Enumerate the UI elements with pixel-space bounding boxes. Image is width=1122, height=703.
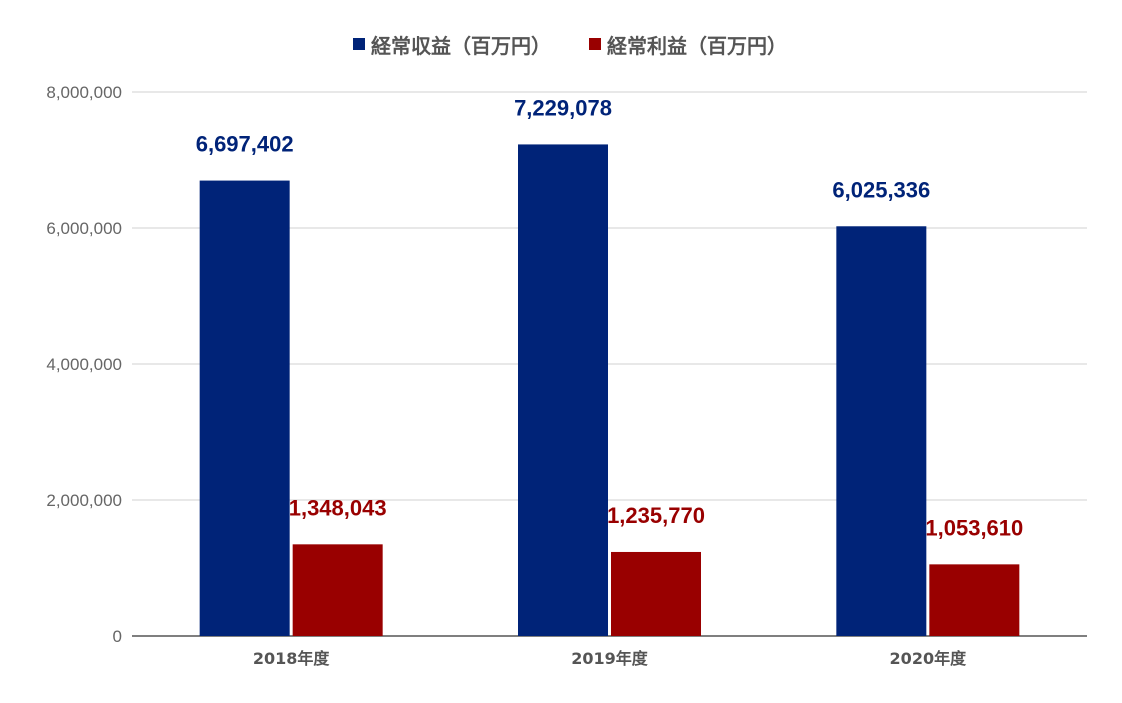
data-label-revenue: 6,697,402 xyxy=(196,132,294,157)
data-label-profit: 1,235,770 xyxy=(607,503,705,528)
legend-swatch-revenue xyxy=(353,38,365,50)
y-axis: 0 2,000,000 4,000,000 6,000,000 8,000,000 xyxy=(46,83,122,646)
data-label-profit: 1,053,610 xyxy=(925,515,1023,540)
data-labels: 6,697,402 1,348,043 7,229,078 1,235,770 6,02… xyxy=(196,95,1024,540)
x-category-label: 2020年度 xyxy=(890,649,968,668)
x-category-label: 2019年度 xyxy=(571,649,649,668)
legend-label-profit: 経常利益（百万円） xyxy=(607,34,787,58)
bar-profit xyxy=(929,564,1020,636)
data-label-profit: 1,348,043 xyxy=(289,495,387,520)
bar-profit xyxy=(611,551,701,636)
bar-profit xyxy=(292,544,383,636)
y-tick-label: 8,000,000 xyxy=(46,83,122,102)
y-tick-label: 6,000,000 xyxy=(46,219,122,238)
x-category-label: 2018年度 xyxy=(253,649,331,668)
legend: 経常収益（百万円） 経常利益（百万円） xyxy=(353,34,787,58)
x-axis: 2018年度 2019年度 2020年度 xyxy=(253,649,967,668)
bar-revenue xyxy=(836,226,927,636)
data-label-revenue: 7,229,078 xyxy=(514,95,612,120)
legend-label-revenue: 経常収益（百万円） xyxy=(371,34,551,58)
y-tick-label: 0 xyxy=(113,627,122,646)
y-tick-label: 2,000,000 xyxy=(46,491,122,510)
legend-swatch-profit xyxy=(589,38,601,50)
bar-revenue xyxy=(199,180,290,636)
bar-revenue xyxy=(518,144,608,636)
bars xyxy=(199,144,1020,636)
y-tick-label: 4,000,000 xyxy=(46,355,122,374)
data-label-revenue: 6,025,336 xyxy=(832,177,930,202)
gridlines xyxy=(132,91,1087,637)
